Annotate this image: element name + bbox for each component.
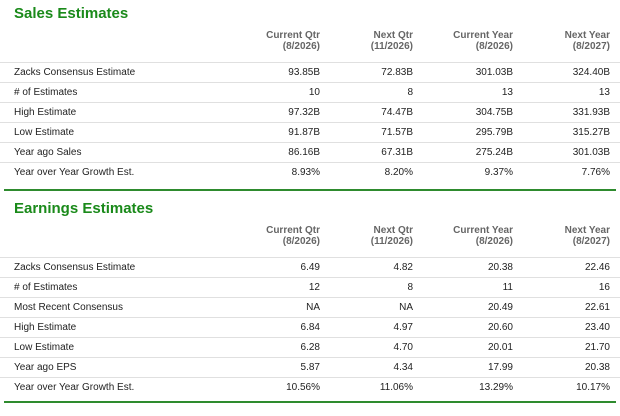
table-cell: 17.99 [487, 362, 513, 373]
row-label: Year ago Sales [14, 147, 82, 158]
table-row: Year over Year Growth Est. 8.93% 8.20% 9.37… [0, 162, 620, 182]
table-cell: 301.03B [572, 147, 610, 158]
row-label: High Estimate [14, 107, 77, 118]
row-label: High Estimate [14, 322, 77, 333]
table-cell: 4.97 [393, 322, 413, 333]
col-header-current-qtr: Current Qtr (8/2026) [266, 30, 320, 52]
table-row: Year ago Sales 86.16B 67.31B 275.24B 301.03B [0, 142, 620, 162]
table-cell: 72.83B [381, 67, 413, 78]
table-cell: 295.79B [475, 127, 513, 138]
earnings-estimates-title: Earnings Estimates [14, 200, 154, 217]
table-cell: 67.31B [381, 147, 413, 158]
col-header-next-qtr: Next Qtr (11/2026) [370, 30, 413, 52]
earnings-estimates-section: Earnings Estimates Current Qtr (8/2026) N… [0, 195, 620, 397]
table-cell: 10.56% [286, 382, 320, 393]
table-cell: 91.87B [288, 127, 320, 138]
table-cell: 20.01 [487, 342, 513, 353]
earnings-table-body: Zacks Consensus Estimate 6.49 4.82 20.38 22.… [0, 257, 620, 397]
table-cell: 97.32B [288, 107, 320, 118]
table-cell: 8.93% [291, 167, 320, 178]
table-cell: 324.40B [572, 67, 610, 78]
table-row: Zacks Consensus Estimate 93.85B 72.83B 301.… [0, 62, 620, 82]
table-cell: 20.38 [487, 262, 513, 273]
sales-header-row: Current Qtr (8/2026) Next Qtr (11/2026) Cu… [0, 22, 620, 62]
table-cell: 304.75B [475, 107, 513, 118]
table-cell: 275.24B [475, 147, 513, 158]
table-cell: 11.06% [379, 382, 413, 393]
table-row: High Estimate 6.84 4.97 20.60 23.40 [0, 317, 620, 337]
table-row: Most Recent Consensus NA NA 20.49 22.61 [0, 297, 620, 317]
table-cell: 6.28 [300, 342, 320, 353]
col-header-next-qtr: Next Qtr (11/2026) [370, 225, 413, 247]
table-row: # of Estimates 12 8 11 16 [0, 277, 620, 297]
col-header-next-year: Next Year (8/2027) [564, 30, 610, 52]
table-cell: 12 [308, 282, 320, 293]
table-cell: 11 [502, 282, 513, 293]
table-row: Year ago EPS 5.87 4.34 17.99 20.38 [0, 357, 620, 377]
table-cell: 6.49 [300, 262, 320, 273]
table-cell: NA [306, 302, 320, 313]
col-header-next-year: Next Year (8/2027) [564, 225, 610, 247]
sales-table-body: Zacks Consensus Estimate 93.85B 72.83B 301.… [0, 62, 620, 182]
row-label: Zacks Consensus Estimate [14, 67, 136, 78]
table-cell: 4.34 [393, 362, 413, 373]
row-label: Zacks Consensus Estimate [14, 262, 136, 273]
table-cell: 10 [308, 87, 320, 98]
table-cell: 16 [598, 282, 610, 293]
table-cell: 8 [407, 282, 413, 293]
table-cell: 20.49 [487, 302, 513, 313]
table-cell: 315.27B [572, 127, 610, 138]
table-cell: 22.61 [584, 302, 610, 313]
table-cell: 8 [407, 87, 413, 98]
table-row: Zacks Consensus Estimate 6.49 4.82 20.38 22.… [0, 257, 620, 277]
table-row: High Estimate 97.32B 74.47B 304.75B 331.93B [0, 102, 620, 122]
table-cell: 6.84 [300, 322, 320, 333]
table-cell: 13 [501, 87, 513, 98]
col-header-current-qtr: Current Qtr (8/2026) [266, 225, 320, 247]
table-cell: 86.16B [288, 147, 320, 158]
table-cell: 20.60 [487, 322, 513, 333]
table-cell: 23.40 [584, 322, 610, 333]
table-row: Year over Year Growth Est. 10.56% 11.06% 13… [0, 377, 620, 397]
row-label: Low Estimate [14, 342, 75, 353]
table-cell: 10.17% [576, 382, 610, 393]
table-cell: NA [399, 302, 413, 313]
row-label: Low Estimate [14, 127, 75, 138]
earnings-header-row: Current Qtr (8/2026) Next Qtr (11/2026) Cu… [0, 217, 620, 257]
col-header-current-year: Current Year (8/2026) [453, 30, 513, 52]
sales-estimates-title: Sales Estimates [14, 5, 129, 22]
row-label: # of Estimates [14, 87, 78, 98]
table-cell: 8.20% [384, 167, 413, 178]
sales-estimates-section: Sales Estimates Current Qtr (8/2026) Next… [0, 0, 620, 182]
table-cell: 71.57B [381, 127, 413, 138]
row-label: Year over Year Growth Est. [14, 167, 135, 178]
table-cell: 22.46 [584, 262, 610, 273]
table-row: Low Estimate 6.28 4.70 20.01 21.70 [0, 337, 620, 357]
table-cell: 331.93B [572, 107, 610, 118]
table-cell: 13 [598, 87, 610, 98]
table-cell: 74.47B [381, 107, 413, 118]
table-cell: 13.29% [479, 382, 513, 393]
table-cell: 20.38 [584, 362, 610, 373]
table-cell: 21.70 [584, 342, 610, 353]
table-row: # of Estimates 10 8 13 13 [0, 82, 620, 102]
row-label: # of Estimates [14, 282, 78, 293]
table-cell: 9.37% [484, 167, 513, 178]
table-cell: 4.82 [393, 262, 413, 273]
table-cell: 4.70 [393, 342, 413, 353]
table-row: Low Estimate 91.87B 71.57B 295.79B 315.27B [0, 122, 620, 142]
row-label: Most Recent Consensus [14, 302, 123, 313]
section-divider [4, 189, 616, 191]
section-divider [4, 401, 616, 403]
row-label: Year ago EPS [14, 362, 77, 373]
table-cell: 7.76% [581, 167, 610, 178]
row-label: Year over Year Growth Est. [14, 382, 135, 393]
table-cell: 301.03B [475, 67, 513, 78]
table-cell: 93.85B [288, 67, 320, 78]
col-header-current-year: Current Year (8/2026) [453, 225, 513, 247]
table-cell: 5.87 [300, 362, 320, 373]
